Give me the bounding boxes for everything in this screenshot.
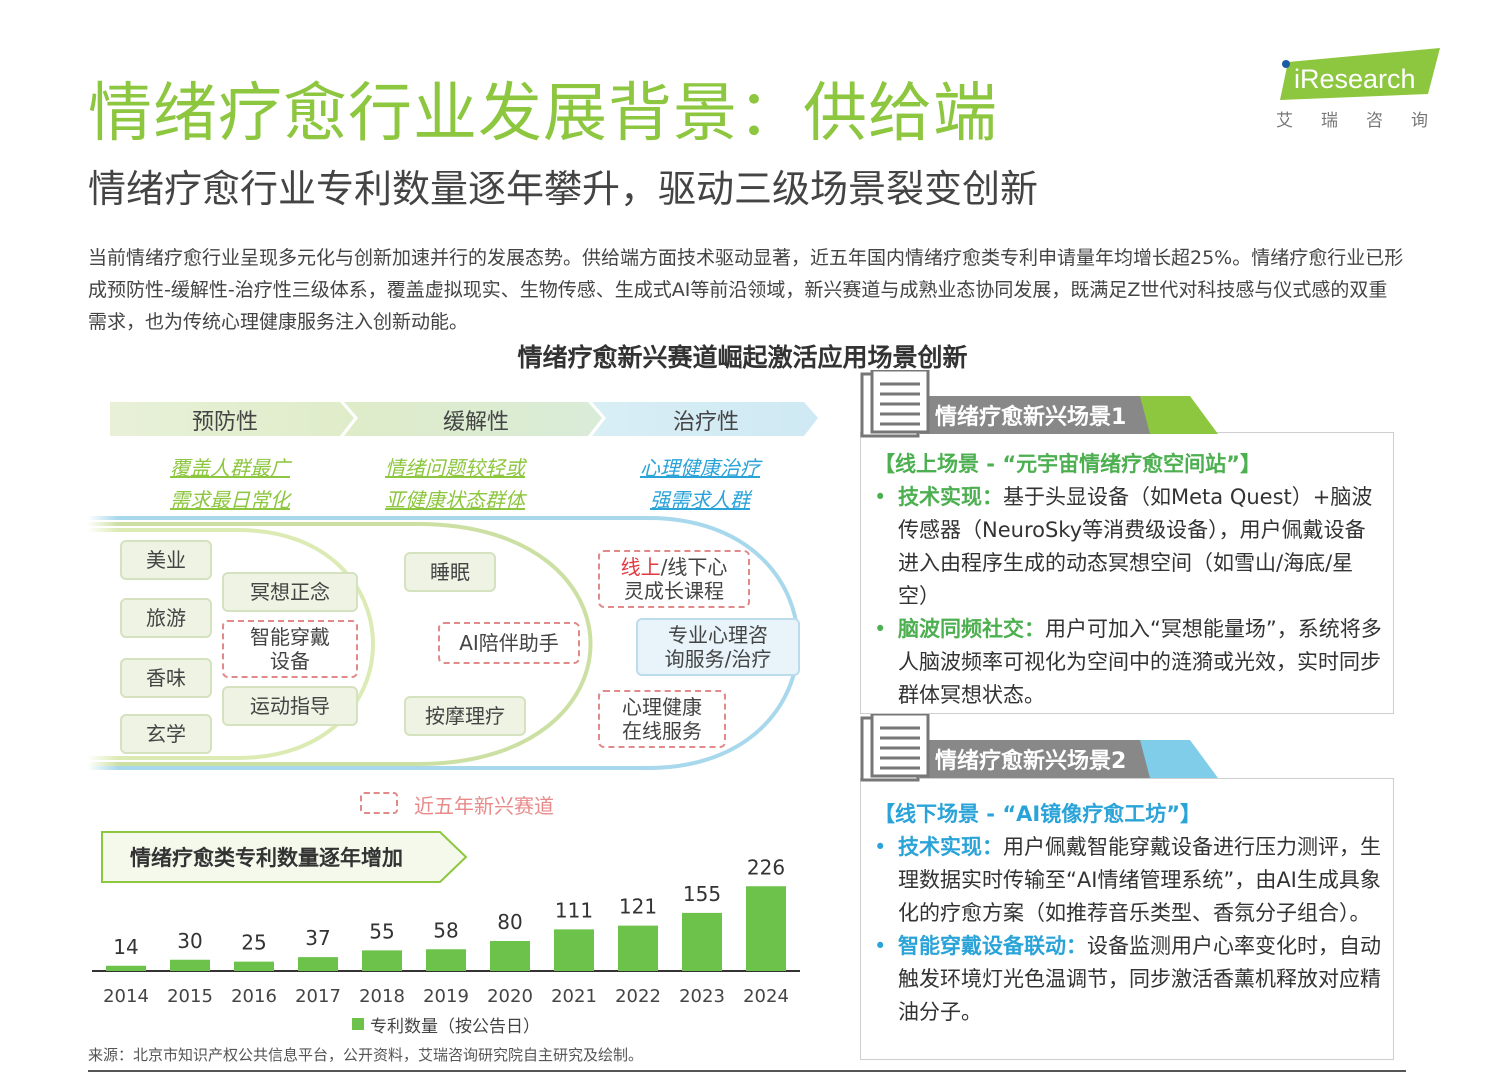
scenario2-body: 【线下场景 - “AI镜像疗愈工坊”】 • 技术实现：用户佩戴智能穿戴设备进行压…: [874, 798, 1384, 1029]
tick-label-2024: 2024: [743, 986, 789, 1007]
scenario1-header-bar: [920, 396, 1218, 434]
logo-cn-text: 艾瑞咨询: [1276, 111, 1456, 131]
tag-wearable: 智能穿戴 设备: [222, 620, 358, 678]
bar-2022: [618, 925, 658, 971]
scenario2-title: 【线下场景 - “AI镜像疗愈工坊”】: [874, 802, 1202, 826]
stage-desc-prevention: 覆盖人群最广 需求最日常化: [170, 456, 290, 512]
iresearch-logo: iResearch: [1280, 48, 1440, 100]
bar-value-2022: 121: [619, 895, 657, 919]
scenario2-panel: [860, 778, 1394, 1060]
tag-ai-companion: AI陪伴助手: [438, 622, 580, 664]
logo-brand-text: iResearch: [1294, 64, 1416, 94]
patent-bar-chart: 14 2014 30 2015 25 2016 37 2017 55 2018 58 2019 80 20…: [92, 855, 800, 1007]
stage-arrow-prevention: [110, 402, 354, 436]
stage-arrow-relief: [344, 402, 602, 436]
tick-label-2018: 2018: [359, 986, 405, 1007]
legend-new-tracks: 近五年新兴赛道: [414, 794, 554, 818]
tag-anmo: 按摩理疗: [404, 696, 526, 736]
stage-arrow-therapy: [592, 402, 818, 436]
scenario2-header-bar: [920, 740, 1218, 778]
bar-2015: [170, 959, 210, 971]
scenario1-bullet-1: • 技术实现：基于头显设备（如Meta Quest）+脑波传感器（NeuroSk…: [874, 485, 1373, 608]
tag-xuanxue: 玄学: [120, 714, 212, 754]
document-icon-2: [860, 714, 930, 782]
bar-2019: [426, 949, 466, 971]
intro-paragraph: 当前情绪疗愈行业呈现多元化与创新加速并行的发展态势。供给端方面技术驱动显著，近五…: [88, 247, 1404, 333]
tag-online-service: 心理健康 在线服务: [598, 690, 726, 748]
tick-label-2017: 2017: [295, 986, 341, 1007]
tag-shuimian: 睡眠: [404, 552, 496, 592]
ellipse-middle-relief: [88, 522, 593, 766]
ellipse-inner-prevention: [88, 528, 375, 760]
scenario1-title: 【线上场景 - “元宇宙情绪疗愈空间站”】: [874, 452, 1261, 476]
chart-legend-swatch: [352, 1018, 364, 1030]
bar-value-2019: 58: [433, 918, 458, 942]
page-subtitle: 情绪疗愈行业专利数量逐年攀升，驱动三级场景裂变创新: [88, 167, 1039, 211]
tag-mingxiang: 冥想正念: [222, 572, 358, 612]
source-note: 来源：北京市知识产权公共信息平台，公开资料，艾瑞咨询研究院自主研究及绘制。: [88, 1046, 644, 1064]
tick-label-2020: 2020: [487, 986, 533, 1007]
bar-value-2024: 226: [747, 855, 785, 879]
legend-dashed-box: [360, 792, 398, 814]
scenario1-header: 情绪疗愈新兴场景1: [935, 405, 1127, 430]
footer-divider: [88, 1070, 1406, 1072]
bar-value-2018: 55: [369, 919, 394, 943]
bar-2024: [746, 886, 786, 971]
stage-label-therapy: 治疗性: [672, 410, 739, 435]
bar-2014: [106, 965, 146, 971]
chart-title: 情绪疗愈类专利数量逐年增加: [130, 846, 403, 870]
chart-title-arrow: [101, 831, 468, 883]
tag-pro-service: 专业心理咨 询服务/治疗: [636, 618, 800, 676]
bar-2016: [234, 961, 274, 971]
bar-value-2021: 111: [555, 898, 593, 922]
bar-value-2014: 14: [113, 935, 138, 959]
stage-desc-relief: 情绪问题较轻或 亚健康状态群体: [385, 456, 525, 512]
stage-label-relief: 缓解性: [442, 410, 509, 435]
tick-label-2021: 2021: [551, 986, 597, 1007]
stage-label-prevention: 预防性: [191, 410, 258, 435]
bar-2018: [362, 950, 402, 971]
bar-2017: [298, 957, 338, 971]
tag-growth-course: 线上/线下心 灵成长课程: [598, 550, 750, 608]
scenario2-header: 情绪疗愈新兴场景2: [935, 749, 1127, 774]
bar-value-2017: 37: [305, 926, 330, 950]
tag-meiye: 美业: [120, 540, 212, 580]
bar-2023: [682, 912, 722, 971]
scenario1-body: 【线上场景 - “元宇宙情绪疗愈空间站”】 • 技术实现：基于头显设备（如Met…: [874, 448, 1384, 712]
scenario2-bullet-2: • 智能穿戴设备联动：设备监测用户心率变化时，自动触发环境灯光色温调节，同步激活…: [874, 934, 1381, 1024]
scenario2-bullet-1: • 技术实现：用户佩戴智能穿戴设备进行压力测评，生理数据实时传输至“AI情绪管理…: [874, 835, 1381, 925]
document-icon-1: [860, 370, 930, 438]
bar-2021: [554, 929, 594, 971]
bar-value-2016: 25: [241, 931, 266, 955]
tick-label-2022: 2022: [615, 986, 661, 1007]
scenario1-bullet-2: • 脑波同频社交：用户可加入“冥想能量场”，系统将多人脑波频率可视化为空间中的涟…: [874, 617, 1382, 707]
bar-value-2020: 80: [497, 910, 522, 934]
tag-yundong: 运动指导: [222, 686, 358, 726]
bar-value-2015: 30: [177, 929, 202, 953]
tick-label-2023: 2023: [679, 986, 725, 1007]
stage-desc-therapy: 心理健康治疗 强需求人群: [640, 456, 760, 512]
tick-label-2016: 2016: [231, 986, 277, 1007]
tag-lvyou: 旅游: [120, 598, 212, 638]
bar-value-2023: 155: [683, 882, 721, 906]
bar-2020: [490, 941, 530, 971]
chart-legend-label: 专利数量（按公告日）: [370, 1017, 540, 1037]
tag-xiangwei: 香味: [120, 658, 212, 698]
tick-label-2015: 2015: [167, 986, 213, 1007]
scenario1-panel: [860, 432, 1394, 714]
tick-label-2019: 2019: [423, 986, 469, 1007]
page-title: 情绪疗愈行业发展背景：供给端: [88, 77, 998, 151]
section-title: 情绪疗愈新兴赛道崛起激活应用场景创新: [517, 343, 968, 372]
tick-label-2014: 2014: [103, 986, 149, 1007]
